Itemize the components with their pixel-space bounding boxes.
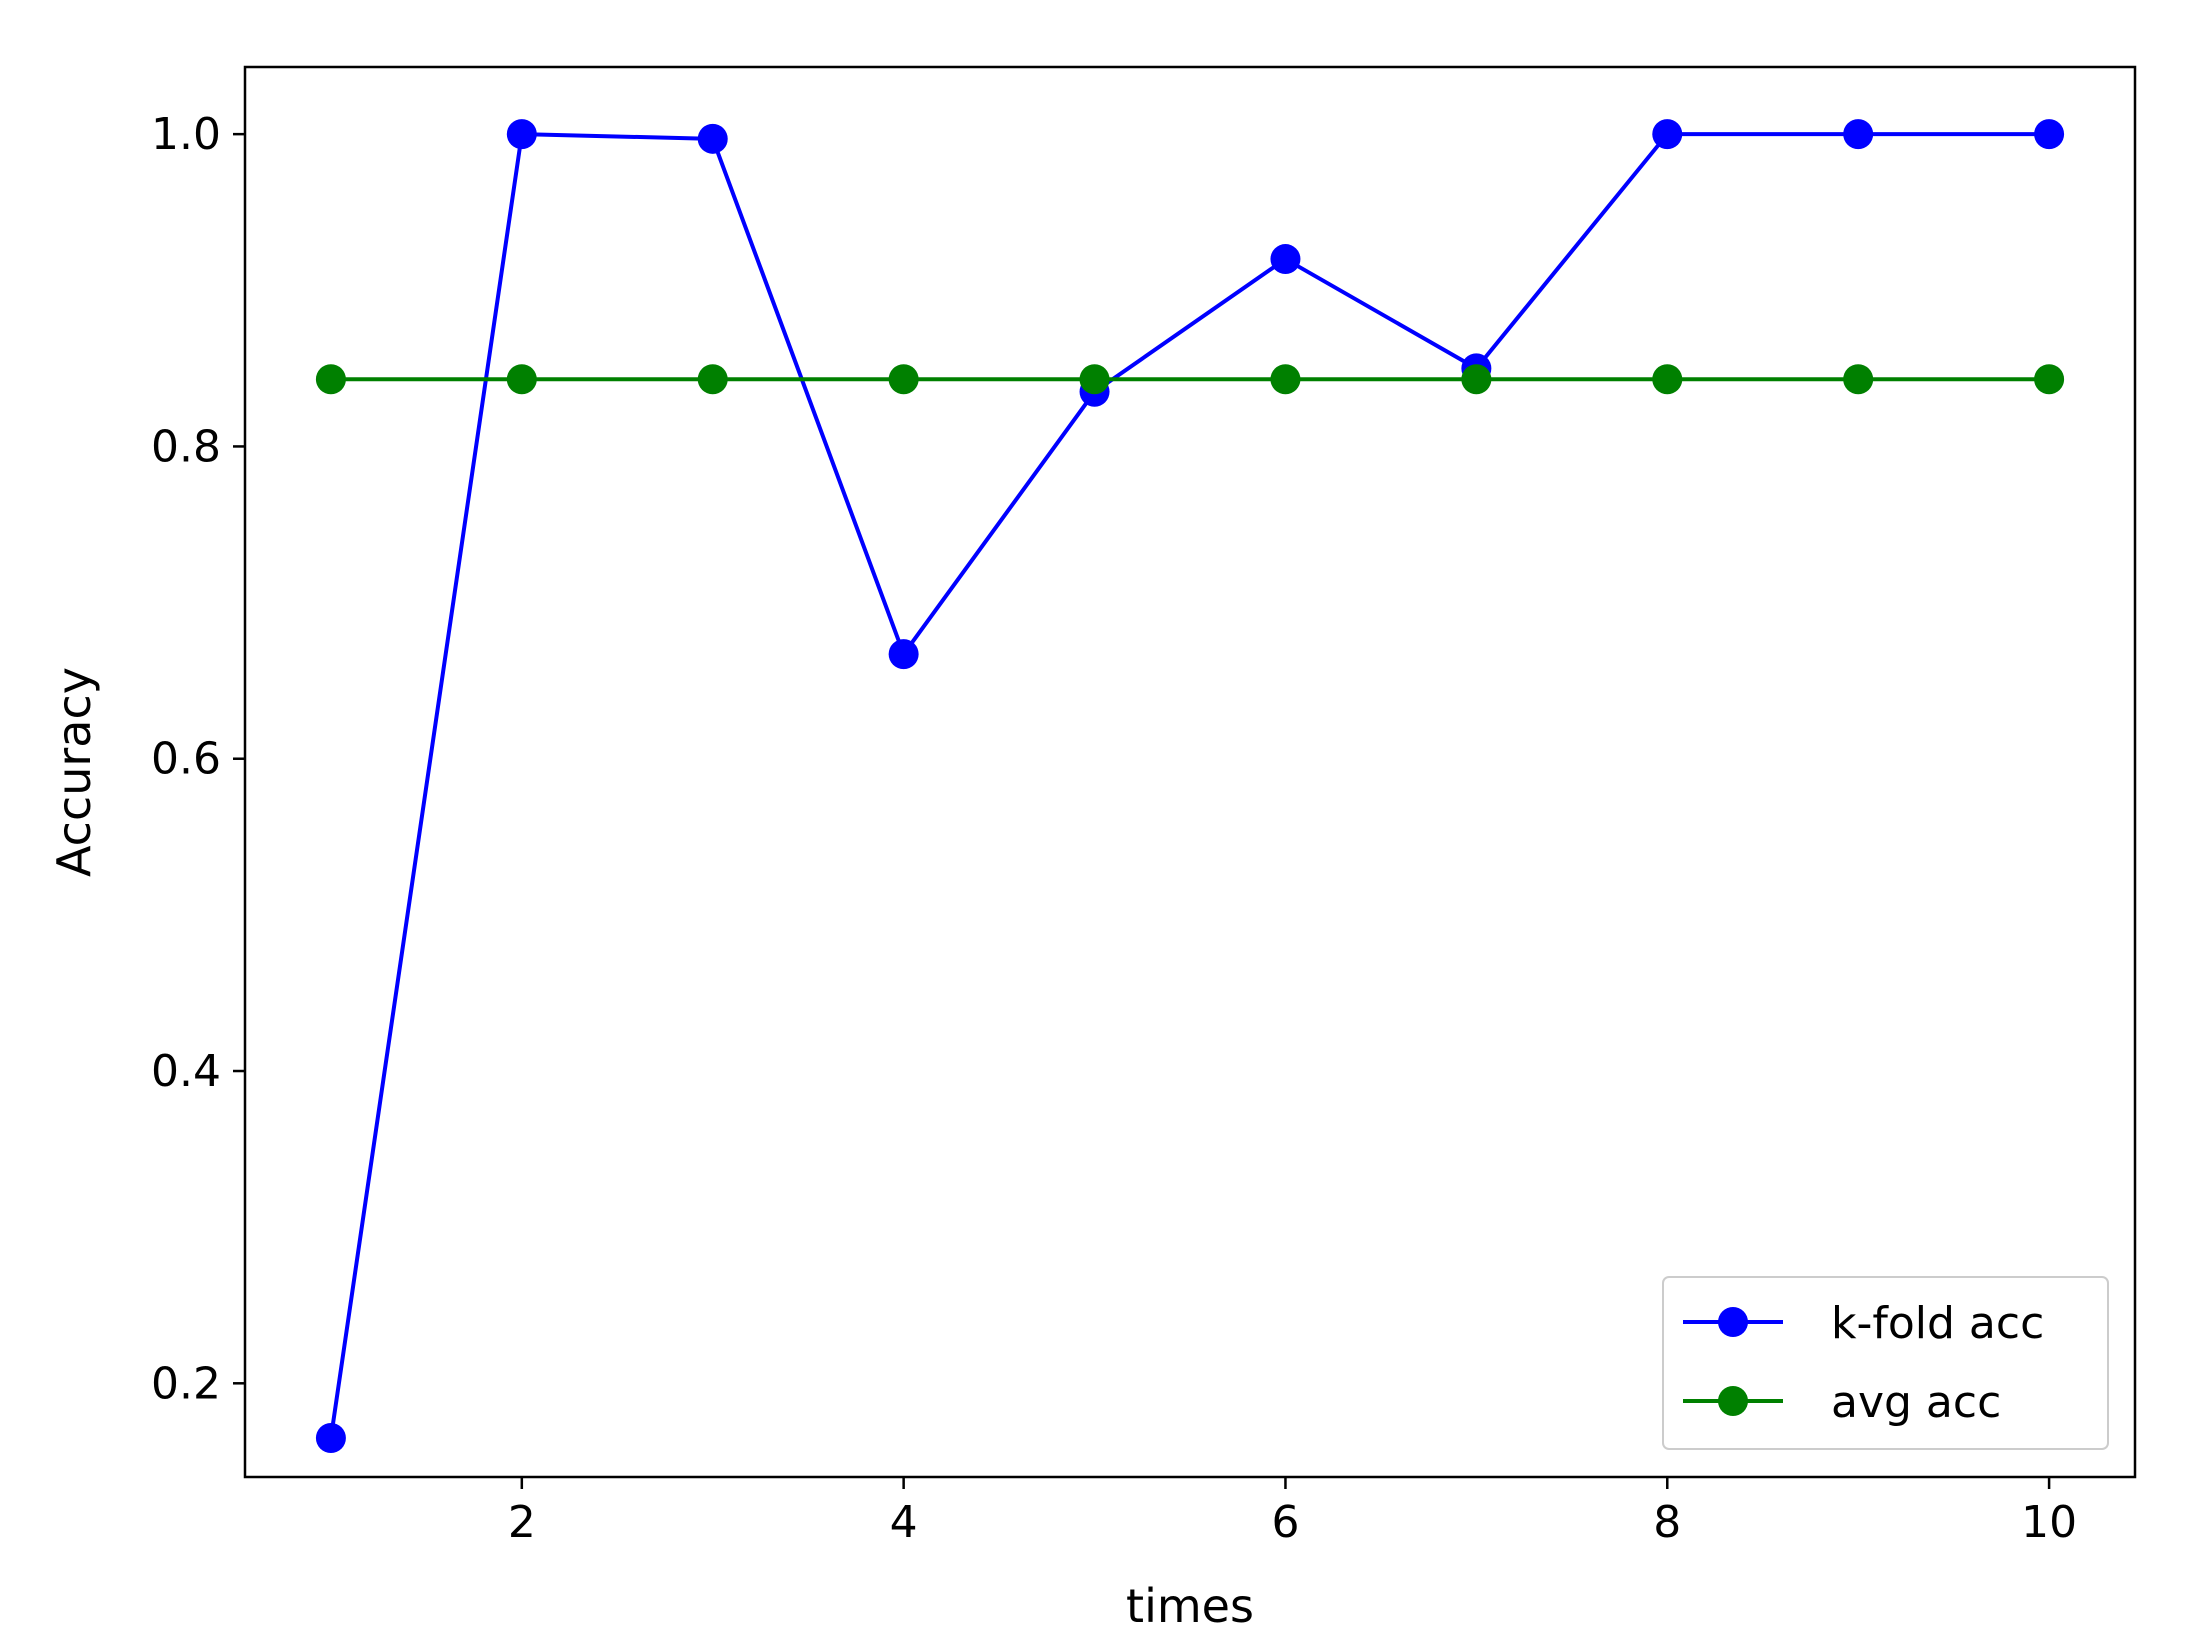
data-point-k-fold (1652, 119, 1683, 150)
y-tick-label: 0.6 (151, 734, 221, 785)
series-layer (315, 119, 2065, 1453)
legend-marker-avg (1718, 1386, 1748, 1416)
legend-entry-avg: avg acc (1683, 1377, 2001, 1428)
legend-entry-k-fold: k-fold acc (1683, 1298, 2044, 1349)
y-axis-ticks: 0.2 0.4 0.6 0.8 1.0 (151, 109, 245, 1409)
y-tick-label: 0.8 (151, 421, 221, 472)
data-point-avg (1652, 364, 1683, 395)
data-point-avg (1079, 364, 1110, 395)
y-tick-label: 1.0 (151, 109, 221, 160)
data-point-k-fold (315, 1422, 346, 1453)
data-point-avg (506, 364, 537, 395)
data-point-k-fold (1270, 244, 1301, 275)
legend-label-avg: avg acc (1831, 1377, 2001, 1428)
data-point-avg (888, 364, 919, 395)
legend: k-fold acc avg acc (1662, 1276, 2109, 1450)
data-point-avg (1843, 364, 1874, 395)
data-point-k-fold (888, 639, 919, 670)
x-tick-label: 8 (1653, 1497, 1681, 1548)
legend-marker-k-fold (1718, 1307, 1748, 1337)
data-point-k-fold (1843, 119, 1874, 150)
x-tick-label: 10 (2021, 1497, 2077, 1548)
x-tick-label: 6 (1271, 1497, 1299, 1548)
data-point-avg (1270, 364, 1301, 395)
plot-frame (243, 65, 2137, 1479)
y-axis-label: Accuracy (47, 667, 101, 877)
data-point-avg (315, 364, 346, 395)
data-point-k-fold (697, 123, 728, 154)
data-point-k-fold (2034, 119, 2065, 150)
x-axis-ticks: 2 4 6 8 10 (508, 1477, 2077, 1548)
data-point-avg (697, 364, 728, 395)
x-tick-label: 2 (508, 1497, 536, 1548)
y-tick-label: 0.4 (151, 1046, 221, 1097)
legend-label-k-fold: k-fold acc (1831, 1298, 2044, 1349)
data-point-k-fold (506, 119, 537, 150)
y-tick-label: 0.2 (151, 1358, 221, 1409)
data-point-avg (2034, 364, 2065, 395)
x-axis-label: times (1126, 1579, 1254, 1633)
x-tick-label: 4 (890, 1497, 918, 1548)
data-point-avg (1461, 364, 1492, 395)
series-line-k-fold (328, 132, 2050, 1439)
